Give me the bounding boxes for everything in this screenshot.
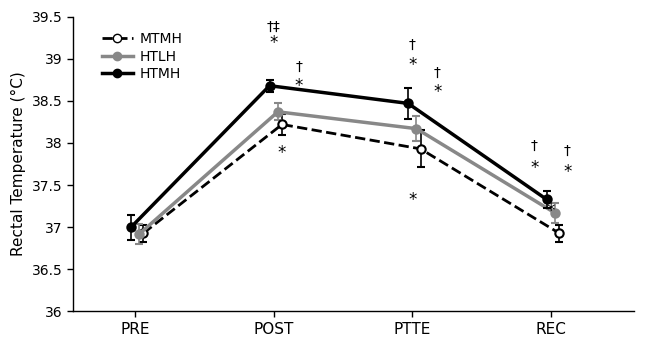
Legend: MTMH, HTLH, HTMH: MTMH, HTLH, HTMH <box>97 26 188 87</box>
Text: *: * <box>433 83 441 101</box>
Text: *: * <box>295 77 303 95</box>
Text: †: † <box>433 66 441 80</box>
Text: *: * <box>563 163 571 181</box>
Text: †: † <box>409 38 415 52</box>
Text: †: † <box>564 144 571 158</box>
Text: †: † <box>531 139 537 153</box>
Text: *: * <box>408 191 417 209</box>
Text: *: * <box>530 159 539 177</box>
Y-axis label: Rectal Temperature (°C): Rectal Temperature (°C) <box>11 72 26 256</box>
Text: †: † <box>295 60 302 74</box>
Text: *: * <box>546 203 555 221</box>
Text: †‡: †‡ <box>267 19 281 33</box>
Text: *: * <box>408 56 417 74</box>
Text: *: * <box>278 143 286 161</box>
Text: *: * <box>270 34 278 52</box>
